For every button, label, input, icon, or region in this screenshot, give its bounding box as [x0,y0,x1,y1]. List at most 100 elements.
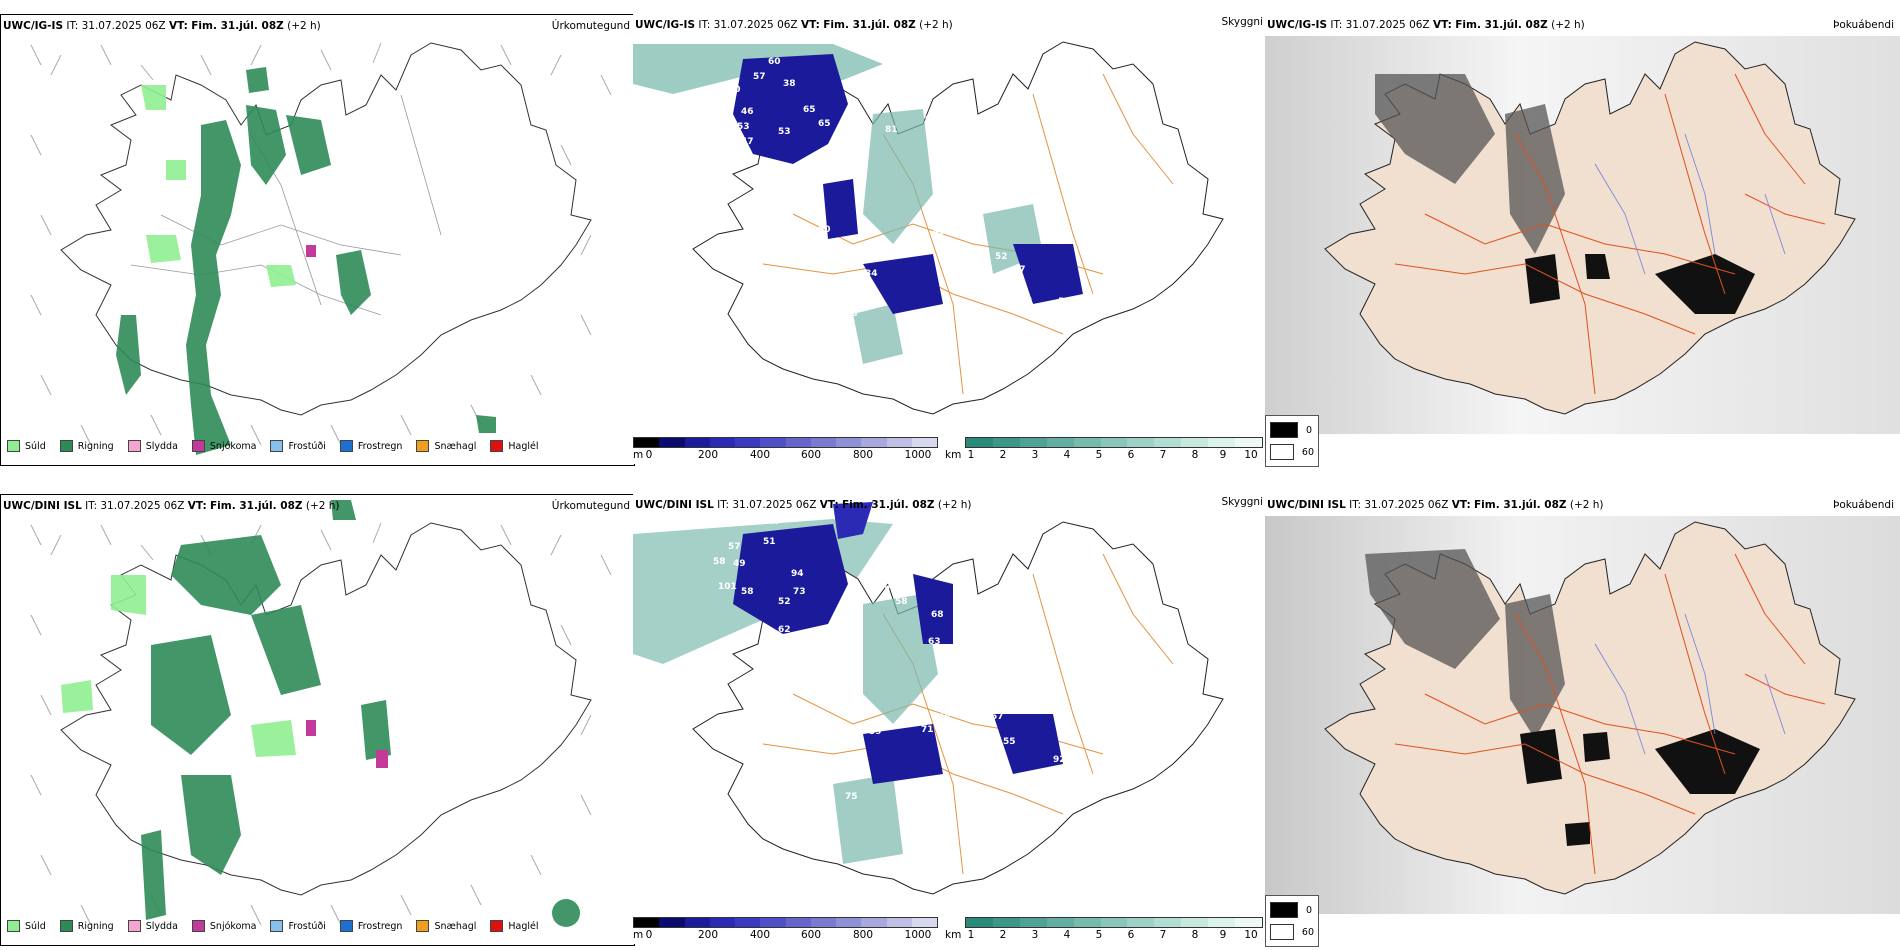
ceiling-tick: 800 [852,929,874,941]
ceiling-unit: m [633,929,644,941]
visibility-panel-1: 60 57 38 50 48 46 53 65 65 104 47 53 81 … [633,14,1265,464]
vis-label: 104 [703,137,722,147]
visibility-colorbar-bar [965,917,1263,928]
fog-legend-swatch [1270,422,1298,438]
legend-label: Rigning [77,440,114,452]
vis-label: 88 [773,229,786,239]
fog-legend-label: 60 [1301,446,1314,458]
vis-label: 58 [895,597,908,607]
vis-label: 65 [803,105,816,115]
visibility-tick: 5 [1095,449,1103,461]
vis-label: 32 [931,879,944,889]
visibility-panel-2: 47 57 51 58 49 101 58 94 73 52 90 58 68 … [633,494,1265,944]
vis-label: 75 [845,792,858,802]
legend-item: Rigning [59,440,114,452]
vis-label: 53 [941,257,954,267]
panel-product-label: Skyggni [1221,496,1264,508]
legend-label: Haglél [508,440,539,452]
legend-label: Súld [25,440,46,452]
ceiling-tick: 0 [645,929,653,941]
precip-map-2 [30,500,612,927]
fog-legend-item: 60 [1270,924,1314,940]
panel-title: UWC/IG-IS IT: 31.07.2025 06Z VT: Fim. 31… [3,20,321,32]
ceiling-tick: 1000 [904,449,932,461]
vis-label: 53 [737,122,750,132]
visibility-unit: km [945,929,962,941]
ceiling-tick: 200 [697,449,719,461]
panel-title: UWC/IG-IS IT: 31.07.2025 06Z VT: Fim. 31… [1267,19,1585,31]
legend-swatch [416,920,430,932]
vis-label: 58 [713,557,726,567]
vis-label: 48 [845,309,858,319]
precip-legend: Súld Rigning Slydda Snjókoma Frostúði Fr… [7,917,553,935]
vis-label: 78 [828,333,841,343]
vis-label: 50 [818,225,831,235]
vis-label: 74 [933,347,946,357]
vis-label: 46 [741,107,754,117]
vis-label: 44 [793,765,806,775]
vis-label: 79 [805,185,818,195]
visibility-labels-1: 60 57 38 50 48 46 53 65 65 104 47 53 81 … [703,57,1071,399]
vis-label: 57 [728,542,741,552]
visibility-colorbar: km 1 2 3 4 5 6 7 8 9 10 [945,437,1263,462]
vis-label: 72 [933,389,946,399]
fog-legend: 0 60 [1265,895,1319,947]
fog-legend-label: 0 [1306,904,1313,916]
vis-label: 63 [928,637,941,647]
legend-item: Slydda [127,920,178,932]
ceiling-tick: 800 [852,449,874,461]
vis-label: 71 [943,187,956,197]
visibility-labels-2: 47 57 51 58 49 101 58 94 73 52 90 58 68 … [713,517,1066,889]
legend-item: Slydda [127,440,178,452]
vis-label: 47 [741,137,754,147]
legend-item: Súld [7,440,46,452]
fog-legend: 0 60 [1265,415,1319,467]
vis-label: 37 [845,727,858,737]
legend-swatch [270,920,284,932]
legend-swatch [7,440,20,452]
legend-item: Súld [7,920,46,932]
visibility-tick: 6 [1127,449,1135,461]
ceiling-colorbar-bar [633,917,938,928]
visibility-tick: 3 [1031,449,1039,461]
vis-label: 48 [721,102,734,112]
precip-legend: Súld Rigning Slydda Snjókoma Frostúði Fr… [7,437,553,455]
visibility-tick: 2 [999,449,1007,461]
vis-label: 73 [793,587,806,597]
vis-label: 57 [803,312,816,322]
visibility-unit: km [945,449,962,461]
legend-label: Rigning [77,920,114,932]
vis-label: 62 [778,625,791,635]
vis-label: 99 [801,169,814,179]
ceiling-tick: 600 [800,449,822,461]
legend-label: Frostregn [357,920,403,932]
vis-label: 49 [905,875,918,885]
fog-index-panel-1: UWC/IG-IS IT: 31.07.2025 06Z VT: Fim. 31… [1265,14,1900,467]
visibility-tick: 2 [999,929,1007,941]
fog-legend-swatch [1270,444,1294,460]
vis-label: 65 [818,119,831,129]
visibility-tick: 1 [967,929,975,941]
ceiling-tick: 200 [697,929,719,941]
visibility-tick: 9 [1219,449,1227,461]
panel-title: UWC/IG-IS IT: 31.07.2025 06Z VT: Fim. 31… [635,19,953,31]
vis-label: 52 [995,252,1008,262]
vis-label: 57 [991,712,1004,722]
legend-label: Slydda [145,440,178,452]
vis-label: 48 [938,713,951,723]
legend-swatch [191,920,205,932]
vis-label: 42 [905,832,918,842]
vis-label: 58 [741,587,754,597]
vis-label: 81 [1021,297,1034,307]
vis-label: 50 [728,85,741,95]
legend-swatch [270,440,284,452]
legend-swatch [339,920,353,932]
visibility-tick: 8 [1191,929,1199,941]
visibility-tick: 8 [1191,449,1199,461]
vis-label: 66 [931,152,944,162]
legend-item: Snjókoma [191,440,256,452]
legend-label: Frostregn [357,440,403,452]
panel-product-label: Þokuábendi [1833,499,1894,511]
vis-label: 65 [731,237,744,247]
legend-item: Rigning [59,920,114,932]
